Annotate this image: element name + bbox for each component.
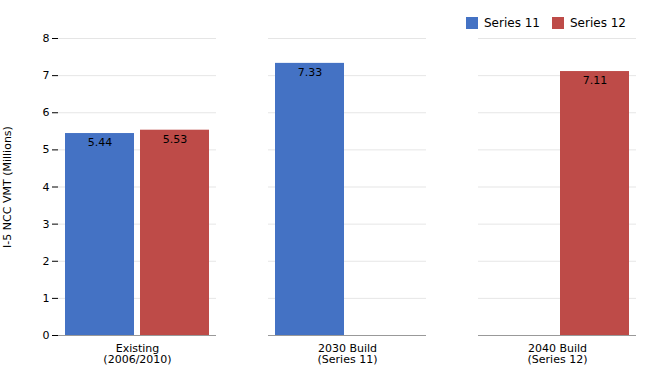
svg-text:I-5 NCC VMT (Millions): I-5 NCC VMT (Millions) xyxy=(1,126,14,248)
html-text:Series 11: Series 11 xyxy=(484,15,540,30)
svg-text:5.44: 5.44 xyxy=(88,136,113,149)
svg-text:2030 Build(Series 11): 2030 Build(Series 11) xyxy=(318,342,378,366)
svg-text:4: 4 xyxy=(43,181,50,194)
svg-text:5: 5 xyxy=(43,143,50,156)
svg-text:2040 Build(Series 12): 2040 Build(Series 12) xyxy=(528,342,588,366)
svg-text:8: 8 xyxy=(43,32,50,45)
svg-text:1: 1 xyxy=(43,292,50,305)
svg-text:7.33: 7.33 xyxy=(298,66,323,79)
svg-text:6: 6 xyxy=(43,106,50,119)
svg-text:Existing(2006/2010): Existing(2006/2010) xyxy=(103,342,171,366)
svg-text:3: 3 xyxy=(43,218,50,231)
svg-text:5.53: 5.53 xyxy=(163,133,188,146)
svg-text:2: 2 xyxy=(43,255,50,268)
svg-text:7: 7 xyxy=(43,69,50,82)
html-text:Series 12: Series 12 xyxy=(570,15,626,30)
svg-text:0: 0 xyxy=(43,329,50,342)
svg-text:7.11: 7.11 xyxy=(583,74,608,87)
